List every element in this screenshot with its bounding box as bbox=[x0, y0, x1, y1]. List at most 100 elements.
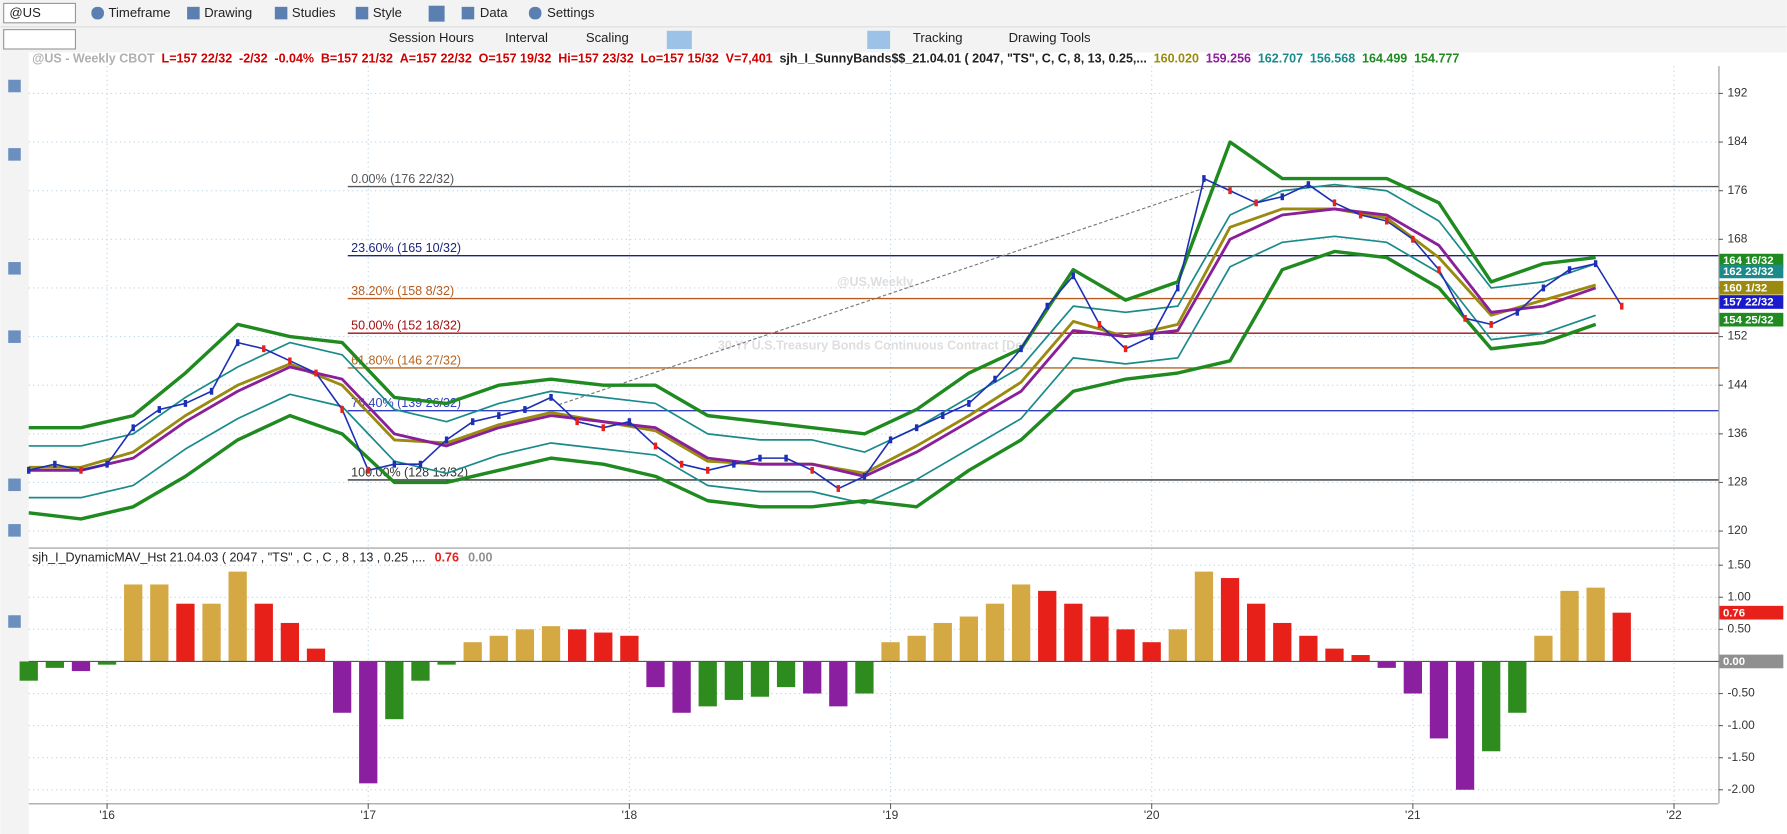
histogram-bar bbox=[1299, 635, 1318, 662]
price-bar bbox=[1541, 284, 1546, 292]
price-bar bbox=[862, 472, 867, 480]
price-bar bbox=[1123, 345, 1128, 353]
price-tag-label: 0.76 bbox=[1723, 607, 1745, 619]
info-item: 154.777 bbox=[1414, 52, 1459, 66]
price-bar bbox=[1306, 181, 1311, 189]
price-bar bbox=[1149, 333, 1154, 340]
histogram-bar bbox=[306, 648, 326, 662]
menu[interactable]: Settings bbox=[547, 5, 595, 20]
fib-label: 50.00% (152 18/32) bbox=[351, 319, 461, 333]
histogram-bar bbox=[1534, 635, 1553, 662]
icon[interactable] bbox=[274, 6, 288, 20]
price-bar bbox=[1280, 193, 1284, 201]
band-line bbox=[28, 207, 1597, 478]
price-bar bbox=[1489, 320, 1493, 328]
price-bar bbox=[235, 339, 240, 347]
tool-icon[interactable] bbox=[8, 615, 21, 628]
price-bar bbox=[470, 418, 475, 426]
band-line bbox=[28, 183, 1596, 453]
icon[interactable] bbox=[528, 6, 542, 20]
indicator-value: 0.00 bbox=[468, 551, 492, 565]
histogram-bar bbox=[1116, 629, 1135, 662]
symbol-box[interactable] bbox=[3, 2, 77, 24]
price-bar bbox=[836, 485, 841, 492]
histogram-bar bbox=[1168, 629, 1187, 662]
symbol[interactable]: @US bbox=[9, 5, 41, 20]
plot: @US - Weekly CBOT L=157 22/32 -2/32 -0.04% B… bbox=[19, 52, 1784, 822]
histogram-bar bbox=[332, 661, 352, 713]
histogram-bar bbox=[672, 661, 691, 713]
x-tick-label: '20 bbox=[1144, 808, 1160, 822]
price-bar bbox=[679, 460, 684, 468]
price-tag-label: 0.00 bbox=[1723, 656, 1745, 668]
y-tick-label: 144 bbox=[1728, 377, 1748, 391]
price-bar bbox=[209, 387, 214, 395]
info-item: Lo=157 15/32 bbox=[641, 52, 719, 66]
tool[interactable]: Drawing Tools bbox=[1009, 30, 1091, 45]
tool-icon[interactable] bbox=[8, 524, 21, 537]
x-tick-label: '18 bbox=[622, 808, 638, 822]
histogram-bar bbox=[97, 661, 117, 665]
tool-icon[interactable] bbox=[8, 79, 21, 93]
y-tick-label: -1.50 bbox=[1728, 750, 1756, 764]
tool[interactable]: Scaling bbox=[586, 30, 629, 45]
histogram-bar bbox=[724, 661, 743, 700]
price-bar bbox=[157, 406, 162, 413]
fib-label: 23.60% (165 10/32) bbox=[351, 241, 461, 255]
y-tick-label: -2.00 bbox=[1728, 782, 1756, 796]
menu[interactable]: Studies bbox=[292, 5, 336, 20]
histogram-bar bbox=[1038, 590, 1057, 662]
icon[interactable] bbox=[867, 30, 891, 49]
trendline bbox=[558, 187, 1205, 406]
icon[interactable] bbox=[428, 5, 445, 22]
histogram-bar bbox=[1142, 642, 1161, 662]
tool[interactable]: Interval bbox=[505, 30, 548, 45]
icon[interactable] bbox=[91, 6, 104, 20]
info-item: 160.020 bbox=[1154, 52, 1199, 66]
info-item: A=157 22/32 bbox=[400, 52, 472, 66]
price-bar bbox=[262, 345, 266, 353]
price-bar bbox=[523, 406, 527, 413]
band-line bbox=[28, 235, 1596, 505]
tool-icon[interactable] bbox=[8, 478, 21, 492]
histogram-bar bbox=[1377, 661, 1396, 668]
menu[interactable]: Data bbox=[480, 5, 508, 20]
icon[interactable] bbox=[355, 6, 369, 20]
histogram-bar bbox=[71, 661, 91, 672]
tool[interactable]: Tracking bbox=[913, 30, 963, 45]
price-bar bbox=[497, 412, 501, 420]
histogram-bar bbox=[1220, 578, 1240, 662]
menu[interactable]: Style bbox=[373, 5, 402, 20]
price-tag bbox=[1719, 253, 1784, 268]
price-bar bbox=[941, 412, 945, 420]
left-tools bbox=[8, 79, 21, 628]
blank-box[interactable] bbox=[3, 29, 77, 50]
histogram-bar bbox=[19, 661, 38, 681]
histogram-bar bbox=[411, 661, 430, 681]
band-line bbox=[28, 249, 1597, 521]
menu[interactable]: Timeframe bbox=[108, 5, 170, 20]
icon[interactable] bbox=[461, 6, 475, 20]
menu[interactable]: Drawing bbox=[204, 5, 252, 20]
icon[interactable] bbox=[666, 30, 692, 49]
histogram-bar bbox=[646, 661, 665, 688]
tool[interactable]: Session Hours bbox=[389, 30, 475, 45]
histogram-bar bbox=[1325, 648, 1344, 662]
histogram-bar bbox=[1090, 616, 1109, 662]
price-tag bbox=[1719, 605, 1784, 620]
price-bar bbox=[601, 424, 605, 432]
tool-icon[interactable] bbox=[8, 148, 21, 161]
histogram-bar bbox=[1508, 661, 1527, 713]
price-bar bbox=[1358, 211, 1363, 219]
price-bar bbox=[653, 442, 658, 450]
tool-icon[interactable] bbox=[8, 330, 21, 343]
price-tag bbox=[1719, 312, 1784, 327]
tool-icon[interactable] bbox=[8, 262, 21, 275]
histogram-bar bbox=[855, 661, 874, 694]
y-tick-label: 120 bbox=[1728, 523, 1748, 537]
price-bar bbox=[183, 400, 188, 407]
indicator-title: sjh_I_DynamicMAV_Hst 21.04.03 ( 2047 , "… bbox=[32, 551, 425, 565]
price-bar bbox=[418, 460, 423, 468]
icon[interactable] bbox=[187, 6, 200, 20]
